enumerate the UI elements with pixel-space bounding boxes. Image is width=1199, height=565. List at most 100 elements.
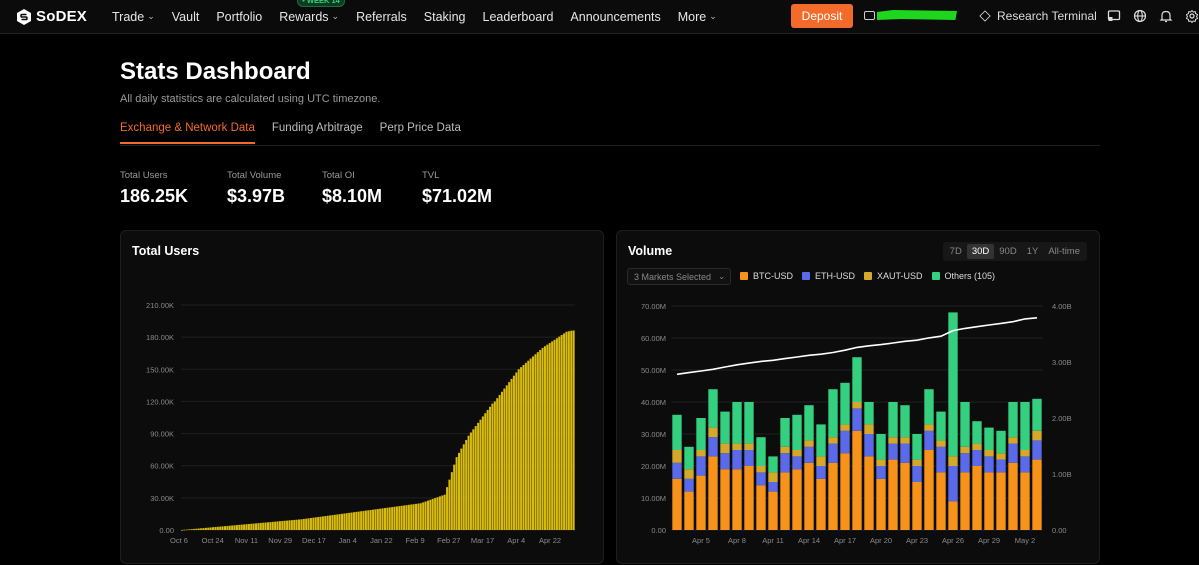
nav-item-rewards[interactable]: Rewards ⌄ • WEEK 14 <box>279 0 345 24</box>
stat-total-oi: Total OI $8.10M <box>322 170 382 207</box>
x-tick-label: Nov 29 <box>268 536 292 545</box>
volume-bar-segment <box>732 450 742 470</box>
user-bar <box>417 503 420 530</box>
user-bar <box>455 457 458 530</box>
cast-icon[interactable] <box>1107 9 1121 23</box>
volume-bar-segment <box>912 466 922 482</box>
user-bar <box>331 515 334 530</box>
nav-item-trade[interactable]: Trade ⌄ <box>112 10 155 24</box>
research-terminal-link[interactable]: Research Terminal <box>979 9 1097 23</box>
nav-item-announcements[interactable]: Announcements <box>570 10 660 24</box>
volume-bar-segment <box>972 421 982 444</box>
user-bar <box>231 525 234 530</box>
chevron-down-icon: ⌄ <box>718 272 725 281</box>
range-button-7d[interactable]: 7D <box>949 246 962 257</box>
nav-item-leaderboard[interactable]: Leaderboard <box>483 10 554 24</box>
volume-bar-segment <box>672 414 682 450</box>
volume-bar-segment <box>912 482 922 530</box>
y2-tick-label: 4.00B <box>1052 302 1072 311</box>
user-bar <box>240 524 243 530</box>
settings-icon[interactable] <box>1185 9 1199 23</box>
range-button-90d[interactable]: 90D <box>999 246 1017 257</box>
volume-bar-segment <box>924 430 934 450</box>
volume-bar-segment <box>684 469 694 479</box>
tab-perp-price-data[interactable]: Perp Price Data <box>379 122 461 134</box>
user-bar <box>259 522 262 530</box>
user-bar <box>493 401 496 530</box>
volume-bar-segment <box>924 450 934 530</box>
volume-bar-segment <box>780 418 790 447</box>
deposit-button[interactable]: Deposit <box>791 4 853 28</box>
volume-bar-segment <box>708 456 718 530</box>
volume-bar-segment <box>804 405 814 441</box>
volume-bar-segment <box>816 466 826 479</box>
range-button-1y[interactable]: 1Y <box>1026 246 1039 257</box>
user-bar <box>202 528 205 530</box>
user-bar <box>434 498 437 530</box>
x-tick-label: Feb 27 <box>437 536 460 545</box>
user-bar <box>515 372 518 530</box>
time-range-selector: 7D 30D 90D 1Y All-time <box>942 242 1087 261</box>
range-button-30d[interactable]: 30D <box>966 244 995 259</box>
stat-total-users: Total Users 186.25K <box>120 170 188 207</box>
user-bar <box>200 528 203 530</box>
user-bar <box>443 494 446 530</box>
volume-bar-segment <box>792 469 802 530</box>
volume-bar-segment <box>756 485 766 530</box>
chevron-down-icon: ⌄ <box>147 11 155 21</box>
x-tick-label: Feb 9 <box>405 536 424 545</box>
tab-funding-arbitrage[interactable]: Funding Arbitrage <box>271 122 363 134</box>
volume-bar-segment <box>972 450 982 466</box>
x-tick-label: Dec 17 <box>302 536 326 545</box>
volume-bar-segment <box>984 450 994 457</box>
volume-bar-segment <box>888 459 898 530</box>
volume-bar-segment <box>804 462 814 530</box>
volume-bar-segment <box>996 459 1006 473</box>
volume-bar-segment <box>852 408 862 431</box>
user-bar <box>250 523 253 530</box>
user-bar <box>481 416 484 530</box>
nav-item-referrals[interactable]: Referrals <box>356 10 407 24</box>
volume-bar-segment <box>984 472 994 530</box>
y-tick-label: 0.00 <box>159 526 174 535</box>
nav-item-more[interactable]: More ⌄ <box>678 10 717 24</box>
nav-item-portfolio[interactable]: Portfolio <box>216 10 262 24</box>
user-bar <box>264 522 267 530</box>
volume-bar-segment <box>924 424 934 431</box>
volume-bar-segment <box>792 414 802 450</box>
x-tick-label: Apr 29 <box>978 536 1000 545</box>
tab-exchange-network-data[interactable]: Exchange & Network Data <box>120 122 255 144</box>
page-subtitle: All daily statistics are calculated usin… <box>120 93 381 105</box>
bell-icon[interactable] <box>1159 9 1173 23</box>
legend-item[interactable]: Others (105) <box>931 271 995 281</box>
user-bar <box>391 507 394 530</box>
legend-item[interactable]: BTC-USD <box>740 271 793 281</box>
nav-item-label: Vault <box>171 9 200 24</box>
markets-select-value: 3 Markets Selected <box>634 271 712 282</box>
brand-logo[interactable]: SoDEX <box>15 8 87 26</box>
volume-bar-segment <box>1008 462 1018 530</box>
globe-icon[interactable] <box>1133 9 1147 23</box>
volume-bar-segment <box>876 434 886 460</box>
nav-item-staking[interactable]: Staking <box>424 10 466 24</box>
wallet-address[interactable] <box>864 10 957 20</box>
user-bar <box>553 339 556 530</box>
volume-bar-segment <box>876 459 886 466</box>
volume-chart[interactable]: 0.00 10.00M 20.00M 30.00M 40.00M 50.00M 60.00M… <box>617 231 1101 565</box>
redacted-address <box>877 10 957 20</box>
legend-item[interactable]: ETH-USD <box>802 271 855 281</box>
volume-bar-segment <box>948 312 958 457</box>
user-bar <box>276 521 279 530</box>
nav-item-vault[interactable]: Vault <box>172 10 200 24</box>
volume-bar-segment <box>960 446 970 454</box>
legend-item[interactable]: XAUT-USD <box>864 271 923 281</box>
volume-bar-segment <box>960 402 970 447</box>
user-bar <box>570 330 573 530</box>
range-button-all-time[interactable]: All-time <box>1048 246 1080 257</box>
cube-icon <box>979 10 991 22</box>
stat-tvl: TVL $71.02M <box>422 170 492 207</box>
volume-bar-segment <box>744 466 754 530</box>
y-tick-label: 120.00K <box>146 397 174 406</box>
users-chart[interactable]: 0.00 30.00K 60.00K 90.00K 120.00K 150.00K 180.… <box>121 231 605 565</box>
markets-select[interactable]: 3 Markets Selected ⌄ <box>627 268 731 285</box>
